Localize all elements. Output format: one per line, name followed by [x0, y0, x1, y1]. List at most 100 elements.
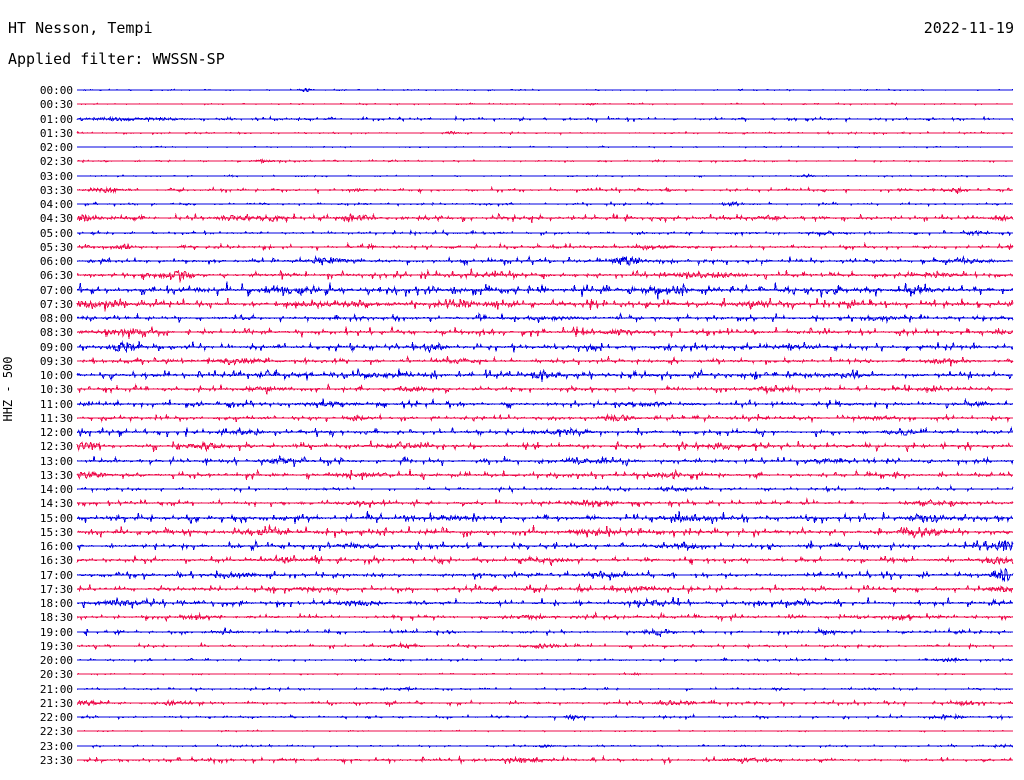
trace-row: 13:30 — [0, 468, 1024, 482]
trace-row: 07:30 — [0, 297, 1024, 312]
time-axis-label: 03:30 — [39, 183, 73, 197]
trace-row: 17:30 — [0, 582, 1024, 596]
trace-row: 16:00 — [0, 539, 1024, 553]
time-axis-label: 11:00 — [39, 397, 73, 411]
time-axis-label: 08:30 — [39, 326, 73, 340]
seismic-trace — [76, 497, 1014, 509]
time-axis-label: 07:30 — [39, 297, 73, 311]
trace-row: 09:00 — [0, 340, 1024, 354]
trace-row: 06:00 — [0, 254, 1024, 268]
seismic-trace — [76, 641, 1014, 650]
seismic-trace — [76, 213, 1014, 224]
page-title: HT Nesson, Tempi — [8, 19, 153, 37]
trace-row: 19:00 — [0, 625, 1024, 639]
time-axis-label: 13:30 — [39, 468, 73, 482]
seismic-trace — [76, 312, 1014, 324]
seismic-trace — [76, 255, 1014, 267]
seismic-trace — [76, 102, 1014, 107]
time-axis-label: 03:00 — [39, 169, 73, 183]
trace-row: 10:30 — [0, 382, 1024, 396]
seismic-trace — [76, 656, 1014, 663]
trace-row: 14:30 — [0, 496, 1024, 510]
seismic-trace — [76, 172, 1014, 178]
time-axis-label: 15:30 — [39, 525, 73, 539]
trace-row: 01:30 — [0, 126, 1024, 140]
time-axis-label: 15:00 — [39, 511, 73, 525]
time-axis-label: 14:30 — [39, 497, 73, 511]
trace-row: 12:00 — [0, 425, 1024, 439]
seismic-trace — [76, 440, 1014, 454]
trace-row: 04:30 — [0, 211, 1024, 225]
seismic-trace — [76, 671, 1014, 677]
trace-row: 08:30 — [0, 325, 1024, 340]
seismic-trace — [76, 88, 1014, 93]
time-axis-label: 02:00 — [39, 141, 73, 154]
time-axis-label: 20:00 — [39, 654, 73, 667]
trace-row: 03:30 — [0, 183, 1024, 197]
seismic-trace — [76, 397, 1014, 409]
seismic-trace — [76, 553, 1014, 567]
seismic-trace — [76, 484, 1014, 494]
seismic-trace — [76, 510, 1014, 524]
trace-row: 03:00 — [0, 169, 1024, 183]
time-axis-label: 06:00 — [39, 255, 73, 268]
seismic-trace — [76, 713, 1014, 722]
time-axis-label: 04:00 — [39, 198, 73, 211]
seismic-trace — [76, 455, 1014, 467]
time-axis-label: 12:30 — [39, 440, 73, 454]
trace-row: 21:00 — [0, 682, 1024, 696]
trace-row: 11:30 — [0, 411, 1024, 425]
time-axis-label: 20:30 — [39, 668, 73, 682]
trace-row: 02:00 — [0, 140, 1024, 154]
time-axis-label: 04:30 — [39, 212, 73, 226]
seismic-trace — [76, 413, 1014, 424]
time-axis-label: 09:30 — [39, 354, 73, 368]
trace-row: 13:00 — [0, 454, 1024, 468]
seismic-trace — [76, 698, 1014, 708]
trace-row: 15:30 — [0, 524, 1024, 539]
seismic-trace — [76, 685, 1014, 692]
trace-row: 09:30 — [0, 354, 1024, 368]
seismic-trace — [76, 539, 1014, 552]
trace-row: 17:00 — [0, 567, 1024, 582]
trace-row: 15:00 — [0, 510, 1024, 525]
time-axis-label: 00:30 — [39, 98, 73, 112]
seismic-trace — [76, 281, 1014, 299]
time-axis-label: 17:00 — [39, 568, 73, 582]
seismic-trace — [76, 596, 1014, 609]
trace-row: 02:30 — [0, 154, 1024, 168]
trace-row: 12:30 — [0, 439, 1024, 454]
trace-row: 20:00 — [0, 653, 1024, 667]
time-axis-label: 22:00 — [39, 711, 73, 724]
seismic-trace — [76, 114, 1014, 123]
time-axis-label: 05:30 — [39, 240, 73, 254]
time-axis-label: 06:30 — [39, 269, 73, 283]
seismic-trace — [76, 626, 1014, 638]
trace-rows-container: 00:00 00:30 01:00 01:30 02:00 02:30 03:00 03:30… — [0, 78, 1024, 778]
date-label: 2022-11-19 — [923, 19, 1014, 37]
trace-row: 22:00 — [0, 710, 1024, 724]
trace-row: 00:00 — [0, 83, 1024, 97]
trace-row: 18:00 — [0, 596, 1024, 610]
seismic-trace — [76, 340, 1014, 353]
trace-row: 05:30 — [0, 240, 1024, 254]
trace-row: 14:00 — [0, 482, 1024, 496]
trace-row: 08:00 — [0, 311, 1024, 325]
seismic-trace — [76, 754, 1014, 765]
seismic-trace — [76, 185, 1014, 195]
time-axis-label: 00:00 — [39, 84, 73, 97]
time-axis-label: 17:30 — [39, 582, 73, 596]
seismic-trace — [76, 325, 1014, 340]
time-axis-label: 13:00 — [39, 454, 73, 468]
seismic-trace — [76, 729, 1014, 733]
seismic-trace — [76, 383, 1014, 396]
seismic-trace — [76, 268, 1014, 283]
time-axis-label: 16:30 — [39, 554, 73, 568]
trace-row: 21:30 — [0, 696, 1024, 710]
time-axis-label: 18:30 — [39, 611, 73, 625]
trace-row: 22:30 — [0, 724, 1024, 738]
trace-row: 23:00 — [0, 739, 1024, 753]
seismic-trace — [76, 145, 1014, 149]
seismic-trace — [76, 368, 1014, 382]
